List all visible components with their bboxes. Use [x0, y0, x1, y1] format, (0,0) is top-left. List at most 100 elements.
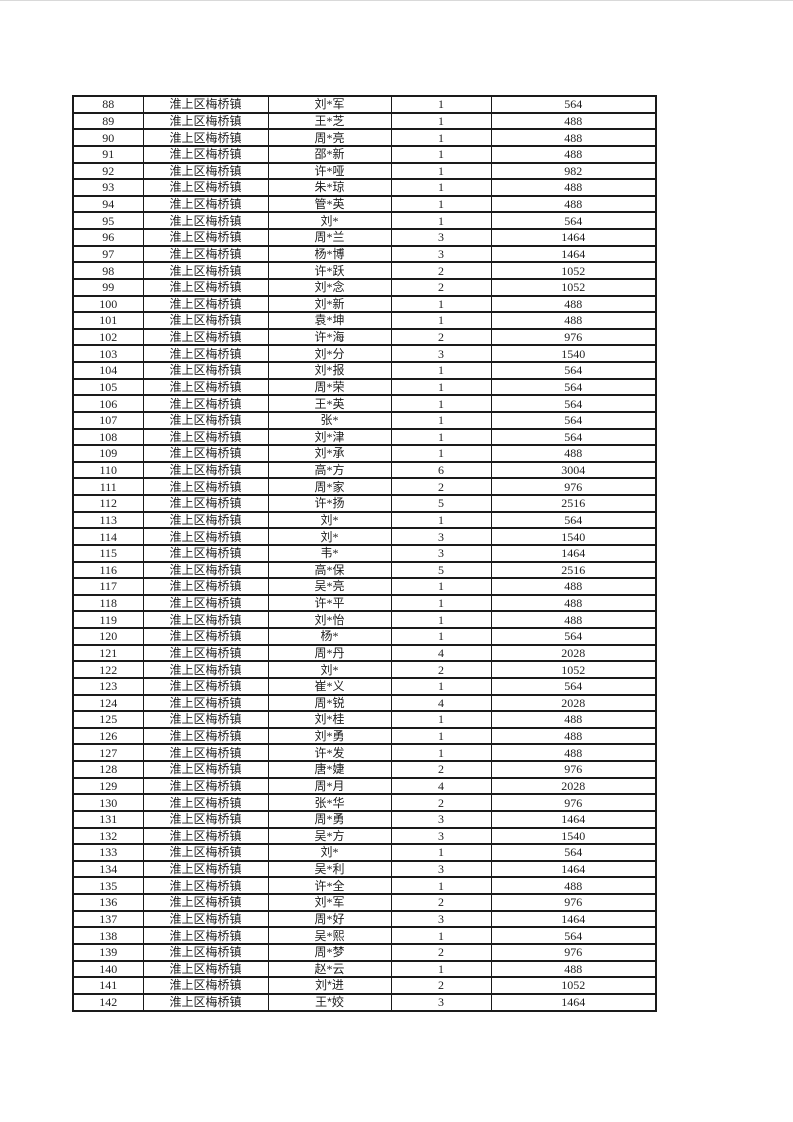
town-cell: 淮上区梅桥镇: [142, 793, 269, 812]
town-cell: 淮上区梅桥镇: [142, 893, 269, 912]
town-cell: 淮上区梅桥镇: [142, 809, 269, 829]
town-cell: 淮上区梅桥镇: [142, 394, 269, 413]
amount-cell: 1052: [490, 976, 657, 995]
table-row: 90 淮上区梅桥镇 周*亮 1 488: [72, 128, 657, 147]
serial-cell: 118: [72, 593, 144, 613]
count-cell: 1: [390, 194, 492, 214]
table-row: 106 淮上区梅桥镇 王*英 1 564: [72, 394, 657, 413]
amount-cell: 564: [490, 95, 657, 114]
table-row: 96 淮上区梅桥镇 周*兰 3 1464: [72, 228, 657, 247]
name-cell: 邵*新: [267, 144, 392, 164]
serial-cell: 138: [72, 926, 144, 945]
table-row: 111 淮上区梅桥镇 周*家 2 976: [72, 477, 657, 496]
serial-cell: 124: [72, 693, 144, 713]
town-cell: 淮上区梅桥镇: [142, 228, 269, 247]
count-cell: 1: [390, 111, 492, 131]
count-cell: 1: [390, 710, 492, 729]
serial-cell: 127: [72, 743, 144, 762]
name-cell: 杨*: [267, 627, 392, 646]
table-row: 98 淮上区梅桥镇 许*跃 2 1052: [72, 261, 657, 280]
serial-cell: 141: [72, 976, 144, 995]
table-row: 130 淮上区梅桥镇 张*华 2 976: [72, 793, 657, 812]
town-cell: 淮上区梅桥镇: [142, 128, 269, 147]
town-cell: 淮上区梅桥镇: [142, 859, 269, 879]
count-cell: 1: [390, 743, 492, 762]
amount-cell: 1464: [490, 228, 657, 247]
town-cell: 淮上区梅桥镇: [142, 593, 269, 613]
serial-cell: 140: [72, 959, 144, 979]
count-cell: 1: [390, 676, 492, 696]
name-cell: 刘*怡: [267, 610, 392, 629]
count-cell: 3: [390, 244, 492, 264]
count-cell: 1: [390, 843, 492, 862]
amount-cell: 1464: [490, 809, 657, 829]
table-row: 114 淮上区梅桥镇 刘* 3 1540: [72, 527, 657, 546]
town-cell: 淮上区梅桥镇: [142, 510, 269, 530]
town-cell: 淮上区梅桥镇: [142, 577, 269, 596]
serial-cell: 128: [72, 760, 144, 779]
table-row: 99 淮上区梅桥镇 刘*念 2 1052: [72, 277, 657, 297]
amount-cell: 1464: [490, 859, 657, 879]
name-cell: 王*芝: [267, 111, 392, 131]
amount-cell: 1052: [490, 261, 657, 280]
count-cell: 1: [390, 128, 492, 147]
table-row: 95 淮上区梅桥镇 刘* 1 564: [72, 211, 657, 230]
count-cell: 1: [390, 427, 492, 447]
amount-cell: 976: [490, 793, 657, 812]
amount-cell: 1052: [490, 660, 657, 679]
amount-cell: 488: [490, 194, 657, 214]
town-cell: 淮上区梅桥镇: [142, 194, 269, 214]
count-cell: 1: [390, 627, 492, 646]
amount-cell: 488: [490, 178, 657, 197]
name-cell: 刘*: [267, 211, 392, 230]
table-row: 113 淮上区梅桥镇 刘* 1 564: [72, 510, 657, 530]
amount-cell: 488: [490, 294, 657, 314]
name-cell: 刘*军: [267, 893, 392, 912]
serial-cell: 108: [72, 427, 144, 447]
name-cell: 刘*承: [267, 444, 392, 463]
table-row: 124 淮上区梅桥镇 周*锐 4 2028: [72, 693, 657, 713]
serial-cell: 125: [72, 710, 144, 729]
name-cell: 张*华: [267, 793, 392, 812]
amount-cell: 488: [490, 593, 657, 613]
serial-cell: 135: [72, 876, 144, 895]
serial-cell: 102: [72, 327, 144, 347]
name-cell: 许*哑: [267, 161, 392, 181]
count-cell: 3: [390, 826, 492, 846]
serial-cell: 89: [72, 111, 144, 131]
amount-cell: 488: [490, 710, 657, 729]
name-cell: 周*锐: [267, 693, 392, 713]
count-cell: 1: [390, 926, 492, 945]
town-cell: 淮上区梅桥镇: [142, 261, 269, 280]
town-cell: 淮上区梅桥镇: [142, 726, 269, 746]
amount-cell: 488: [490, 743, 657, 762]
town-cell: 淮上区梅桥镇: [142, 643, 269, 663]
town-cell: 淮上区梅桥镇: [142, 294, 269, 314]
name-cell: 刘*: [267, 510, 392, 530]
table-row: 116 淮上区梅桥镇 高*保 5 2516: [72, 560, 657, 580]
amount-cell: 2516: [490, 560, 657, 580]
count-cell: 2: [390, 327, 492, 347]
amount-cell: 564: [490, 926, 657, 945]
table-row: 126 淮上区梅桥镇 刘*勇 1 488: [72, 726, 657, 746]
table-row: 88 淮上区梅桥镇 刘*军 1 564: [72, 95, 657, 114]
beneficiary-table: 88 淮上区梅桥镇 刘*军 1 564 89 淮上区梅桥镇 王*芝 1 488 90 淮上区梅桥镇 周*…: [72, 95, 657, 1013]
town-cell: 淮上区梅桥镇: [142, 710, 269, 729]
serial-cell: 109: [72, 444, 144, 463]
table-row: 92 淮上区梅桥镇 许*哑 1 982: [72, 161, 657, 181]
count-cell: 1: [390, 510, 492, 530]
town-cell: 淮上区梅桥镇: [142, 543, 269, 563]
name-cell: 刘*念: [267, 277, 392, 297]
table-row: 125 淮上区梅桥镇 刘*桂 1 488: [72, 710, 657, 729]
amount-cell: 564: [490, 843, 657, 862]
name-cell: 刘*: [267, 843, 392, 862]
table-row: 94 淮上区梅桥镇 管*英 1 488: [72, 194, 657, 214]
serial-cell: 116: [72, 560, 144, 580]
name-cell: 崔*义: [267, 676, 392, 696]
name-cell: 刘*桂: [267, 710, 392, 729]
count-cell: 2: [390, 976, 492, 995]
serial-cell: 90: [72, 128, 144, 147]
table-row: 93 淮上区梅桥镇 朱*琼 1 488: [72, 178, 657, 197]
serial-cell: 136: [72, 893, 144, 912]
amount-cell: 982: [490, 161, 657, 181]
